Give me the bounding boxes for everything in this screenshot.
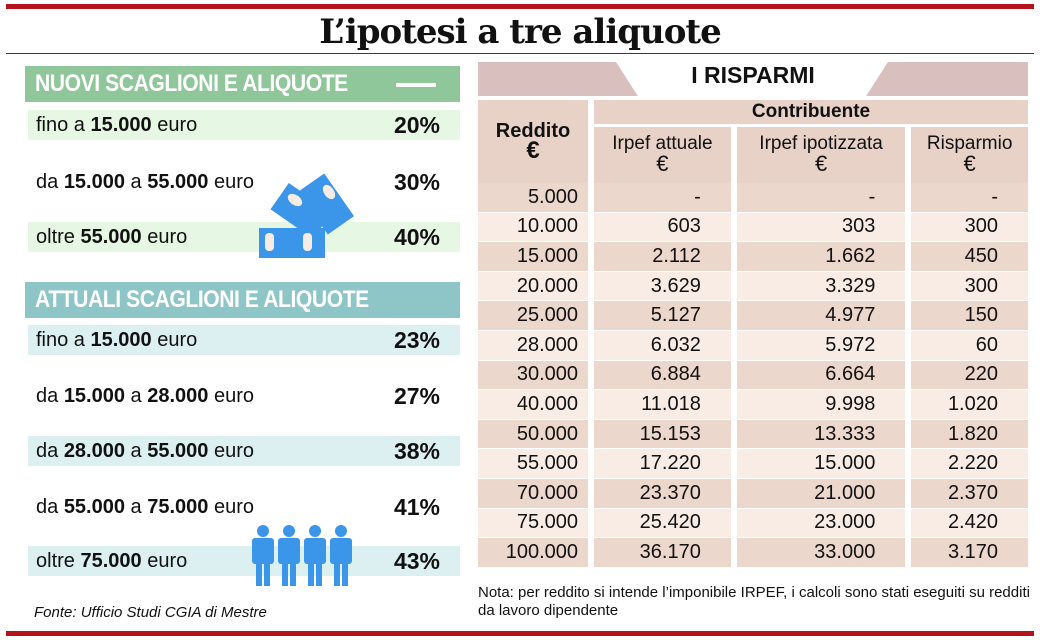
cell: 300 [911,271,1028,302]
cell: 5.972 [736,330,906,361]
cell: 23.000 [736,508,906,539]
cell: 3.329 [736,271,906,302]
table-row: 15.000 2.112 1.662 450 [478,242,1028,272]
cell: 15.000 [478,242,588,272]
cell: 13.333 [736,419,906,450]
cell: 20.000 [478,271,588,302]
cell: 75.000 [478,508,588,539]
cell: 2.420 [911,508,1028,539]
cell: - [736,183,906,213]
top-rule [6,4,1034,9]
cell: - [911,183,1028,213]
rate: 27% [393,383,440,409]
table-row: 25.000 5.127 4.977 150 [478,301,1028,331]
cell: 150 [911,301,1028,331]
cell: 40.000 [478,390,588,420]
table-row: 55.000 17.220 15.000 2.220 [478,449,1028,479]
page-title: L’ipotesi a tre aliquote [319,12,722,52]
rate: 30% [393,169,440,195]
bracket-row: oltre 75.000 euro 43% [28,546,460,576]
rate: 38% [393,438,440,464]
col-header-irpef-attuale: Irpef attuale € [594,124,731,183]
cell: 50.000 [478,419,588,450]
cell: 9.998 [736,390,906,420]
cell: 2.370 [911,478,1028,509]
rate: 43% [393,548,440,574]
col-header-risparmio: Risparmio € [911,124,1028,183]
current_brackets-heading: ATTUALI SCAGLIONI E ALIQUOTE [25,282,460,339]
cell: 25.420 [594,508,731,539]
cell: 3.629 [594,271,731,302]
table-row: 40.000 11.018 9.998 1.020 [478,390,1028,420]
bracket-row: fino a 15.000 euro 23% [28,325,460,355]
bracket-row: da 15.000 a 55.000 euro 30% [36,169,440,195]
bracket-row: da 28.000 a 55.000 euro 38% [28,436,460,466]
cell: 28.000 [478,330,588,361]
cell: 4.977 [736,301,906,331]
cell: 1.820 [911,419,1028,450]
people-icon [252,525,352,586]
col-header-irpef-ipotizzata: Irpef ipotizzata € [736,124,906,183]
cell: 15.000 [736,449,906,479]
cell: 6.664 [736,360,906,391]
cell: 36.170 [594,538,731,568]
cell: 1.662 [736,242,906,272]
cell: 70.000 [478,478,588,509]
cell: 603 [594,212,731,243]
cell: - [594,183,731,213]
banknotes-icon [259,173,355,258]
table-row: 30.000 6.884 6.664 220 [478,360,1028,391]
title-rule [6,53,1034,54]
cell: 5.127 [594,301,731,331]
new_brackets-heading: NUOVI SCAGLIONI E ALIQUOTE [25,66,460,102]
rate: 23% [393,327,440,353]
bracket-row: da 15.000 a 28.000 euro 27% [36,383,440,409]
cell: 100.000 [478,538,588,568]
savings-title-bar: I RISPARMI [478,62,1028,96]
group-header: Contribuente [594,100,1028,124]
table-row: 50.000 15.153 13.333 1.820 [478,419,1028,450]
table-row: 100.000 36.170 33.000 3.170 [478,538,1028,568]
cell: 303 [736,212,906,243]
table-row: 75.000 25.420 23.000 2.420 [478,508,1028,539]
rate: 20% [393,112,440,138]
savings-title: I RISPARMI [691,62,815,88]
cell: 17.220 [594,449,731,479]
footnote: Nota: per reddito si intende l’imponibil… [478,584,1030,619]
cell: 6.032 [594,330,731,361]
rate: 40% [393,224,440,250]
table-row: 5.000- - - [478,183,1028,213]
cell: 30.000 [478,360,588,391]
cell: 450 [911,242,1028,272]
bracket-row: fino a 15.000 euro 20% [28,110,460,140]
cell: 21.000 [736,478,906,509]
savings-table: Reddito € Contribuente Irpef attuale € Irp… [472,100,1034,568]
cell: 10.000 [478,212,588,243]
source-note: Fonte: Ufficio Studi CGIA di Mestre [34,604,267,621]
cell: 11.018 [594,390,731,420]
cell: 33.000 [736,538,906,568]
cell: 5.000 [478,183,588,213]
rate: 41% [393,494,440,520]
table-row: 28.000 6.032 5.972 60 [478,330,1028,361]
table-row: 10.000 603 303 300 [478,212,1028,243]
cell: 2.112 [594,242,731,272]
bottom-rule [6,631,1034,636]
table-row: 70.000 23.370 21.000 2.370 [478,478,1028,509]
cell: 3.170 [911,538,1028,568]
bracket-row: oltre 55.000 euro 40% [28,222,460,252]
cell: 2.220 [911,449,1028,479]
cell: 23.370 [594,478,731,509]
cell: 25.000 [478,301,588,331]
cell: 60 [911,330,1028,361]
cell: 220 [911,360,1028,391]
table-row: 20.000 3.629 3.329 300 [478,271,1028,302]
bracket-row: da 55.000 a 75.000 euro 41% [36,494,440,520]
cell: 1.020 [911,390,1028,420]
col-header-reddito: Reddito € [478,100,588,183]
cell: 15.153 [594,419,731,450]
cell: 55.000 [478,449,588,479]
cell: 6.884 [594,360,731,391]
cell: 300 [911,212,1028,243]
